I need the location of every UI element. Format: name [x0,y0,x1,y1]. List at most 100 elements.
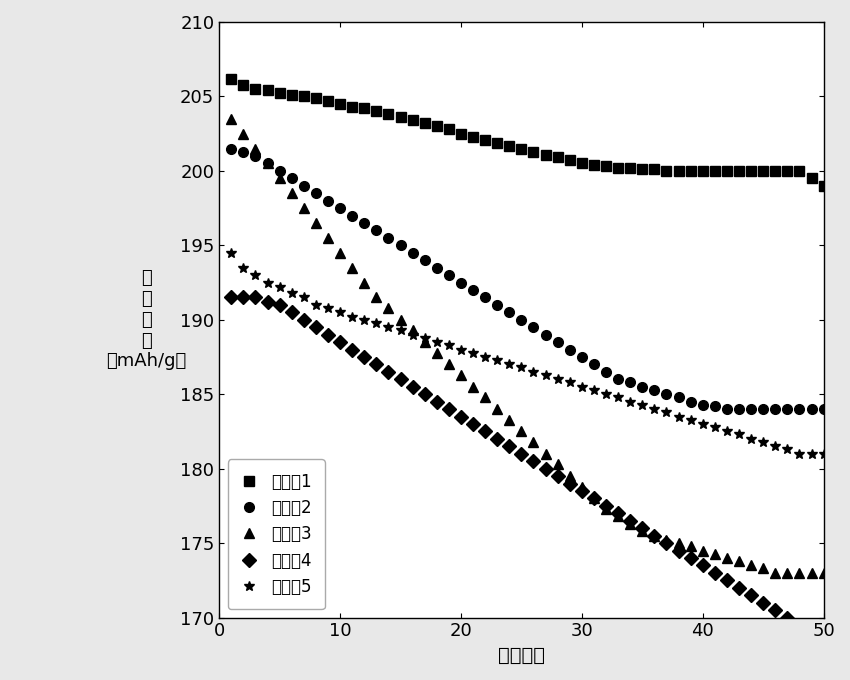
对比例5 [371,319,382,327]
实施例1 [516,144,526,152]
对比例2 [286,174,297,182]
对比例2 [444,271,454,279]
对比例4 [807,636,817,644]
对比例3 [516,428,526,436]
对比例3 [819,569,829,577]
对比例5 [480,353,490,361]
实施例1 [456,130,466,138]
对比例5 [552,375,563,384]
Line: 对比例4: 对比例4 [226,292,829,667]
对比例2 [504,308,514,316]
对比例3 [795,569,805,577]
实施例1 [698,167,708,175]
对比例3 [480,393,490,401]
对比例4 [782,613,792,622]
对比例5 [589,386,599,394]
对比例2 [335,204,345,212]
对比例3 [698,547,708,555]
对比例2 [710,402,720,410]
对比例2 [395,241,405,250]
对比例4 [226,293,236,301]
对比例4 [468,420,479,428]
实施例1 [226,75,236,83]
对比例2 [516,316,526,324]
实施例1 [710,167,720,175]
对比例5 [347,313,357,321]
实施例1 [746,167,756,175]
实施例1 [564,156,575,165]
实施例1 [492,139,502,147]
对比例4 [698,562,708,570]
实施例1 [552,154,563,162]
对比例3 [710,549,720,558]
对比例3 [504,415,514,424]
对比例4 [661,539,672,547]
对比例5 [722,428,732,436]
实施例1 [407,116,417,124]
对比例5 [395,326,405,335]
对比例2 [649,386,660,394]
对比例5 [251,271,261,279]
对比例2 [432,264,442,272]
实施例1 [661,167,672,175]
对比例2 [407,249,417,257]
对比例3 [407,326,417,335]
实施例1 [311,94,321,102]
对比例3 [311,219,321,227]
对比例3 [335,249,345,257]
实施例1 [275,89,285,97]
对比例4 [492,435,502,443]
对比例4 [516,449,526,458]
X-axis label: 循环次数: 循环次数 [498,646,545,665]
对比例2 [420,256,430,265]
实施例1 [420,119,430,127]
对比例2 [577,353,587,361]
实施例1 [686,167,696,175]
对比例4 [770,606,780,614]
对比例4 [625,517,635,525]
对比例2 [456,279,466,287]
对比例3 [529,438,539,446]
对比例5 [710,423,720,431]
实施例1 [601,163,611,171]
Line: 实施例1: 实施例1 [226,73,829,190]
对比例2 [383,234,394,242]
对比例3 [275,174,285,182]
实施例1 [263,86,273,95]
实施例1 [589,161,599,169]
对比例5 [383,323,394,331]
实施例1 [395,113,405,121]
对比例2 [807,405,817,413]
对比例5 [819,449,829,458]
对比例5 [311,301,321,309]
对比例5 [238,264,248,272]
对比例4 [456,413,466,421]
对比例4 [564,479,575,488]
对比例4 [286,308,297,316]
对比例4 [347,345,357,354]
对比例5 [734,430,744,439]
对比例3 [541,449,551,458]
对比例3 [564,472,575,480]
对比例3 [383,304,394,312]
对比例4 [758,598,768,607]
对比例4 [323,330,333,339]
实施例1 [468,133,479,141]
对比例4 [432,398,442,406]
对比例4 [480,428,490,436]
对比例5 [649,405,660,413]
对比例2 [782,405,792,413]
实施例1 [529,148,539,156]
对比例4 [360,353,370,361]
对比例5 [468,348,479,356]
对比例2 [529,323,539,331]
对比例3 [492,405,502,413]
对比例4 [444,405,454,413]
对比例3 [456,371,466,379]
对比例4 [298,316,309,324]
实施例1 [613,164,623,172]
对比例5 [758,438,768,446]
对比例3 [226,115,236,123]
对比例5 [698,420,708,428]
实施例1 [782,167,792,175]
